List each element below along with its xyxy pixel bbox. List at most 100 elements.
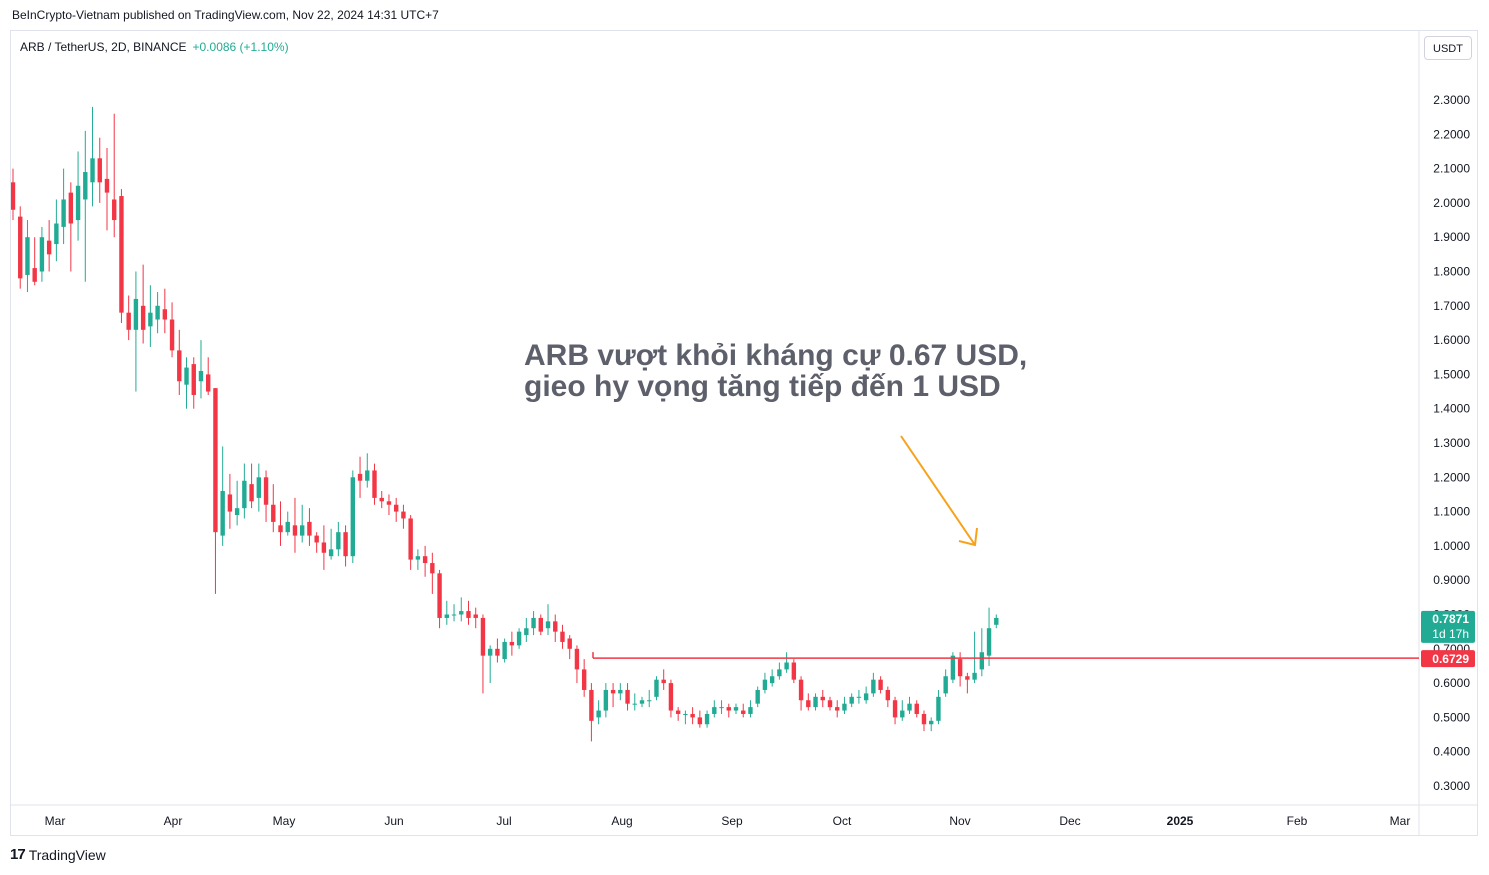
time-tick-label: Mar [1390, 814, 1411, 828]
candle-body [169, 319, 175, 351]
candle-body [943, 676, 948, 694]
candle-body [32, 268, 37, 282]
time-tick-label: Nov [949, 814, 970, 828]
candle-body [401, 511, 406, 519]
candle-body [292, 525, 298, 536]
candle-body [220, 491, 225, 536]
candle-body [90, 158, 95, 183]
candle-body [314, 535, 319, 543]
candle-body [647, 700, 652, 702]
candle-body [856, 696, 862, 698]
candle-body [690, 713, 695, 718]
candle-body [697, 717, 703, 725]
candle-body [184, 367, 189, 385]
candle-body [769, 676, 775, 684]
candle-body [495, 648, 500, 656]
time-tick-label: Mar [45, 814, 66, 828]
last-price-tag [1421, 610, 1475, 643]
candle-body [437, 573, 442, 618]
price-tick-label: 2.3000 [1433, 93, 1470, 107]
candle-body [206, 374, 211, 392]
candle-body [39, 237, 45, 272]
candle-body [553, 621, 558, 632]
candle-body [661, 679, 666, 684]
candle-body [271, 504, 276, 522]
candle-body [892, 700, 898, 718]
time-tick-label: Sep [721, 814, 743, 828]
candle-body [596, 710, 601, 718]
candle-body [748, 707, 753, 714]
time-tick-label: Dec [1059, 814, 1080, 828]
time-tick-label: Apr [164, 814, 183, 828]
bar-countdown-label: 1d 17h [1432, 627, 1469, 641]
tradingview-logo-icon: 17 [10, 846, 26, 863]
candle-body [278, 525, 283, 533]
chart-frame [10, 30, 1478, 836]
candle-body [112, 199, 117, 221]
candle-body [733, 707, 739, 711]
candle-body [849, 696, 854, 704]
candle-body [487, 648, 493, 656]
candle-body [350, 477, 356, 557]
candle-body [119, 196, 124, 313]
candle-body [639, 700, 645, 704]
currency-unit-button[interactable]: USDT [1424, 36, 1472, 60]
price-tick-label: 0.9000 [1433, 573, 1470, 587]
candle-body [560, 631, 565, 642]
candle-body [328, 549, 334, 557]
candle-body [46, 240, 52, 255]
time-axis: Mar Apr May Jun Jul Aug Sep Oct Nov Dec 2025 Feb Mar [45, 814, 1411, 828]
price-tick-label: 1.4000 [1433, 402, 1470, 416]
candle-body [632, 703, 637, 705]
candle-body [965, 676, 970, 680]
footer-brand[interactable]: 17 TradingView [10, 846, 106, 863]
candle-body [907, 703, 912, 711]
candle-body [256, 477, 262, 498]
candle-body [234, 508, 240, 516]
candle-body [979, 652, 985, 670]
candle-body [820, 696, 825, 701]
candle-body [422, 556, 428, 564]
candle-body [610, 689, 616, 694]
candle-body [972, 672, 977, 680]
price-tick-label: 1.6000 [1433, 333, 1470, 347]
candle-body [25, 237, 30, 275]
price-tick-label: 1.1000 [1433, 505, 1470, 519]
candle-body [393, 504, 399, 512]
time-tick-label: Jun [384, 814, 403, 828]
candle-body [567, 638, 572, 649]
candle-body [459, 611, 464, 615]
candle-body [777, 669, 782, 677]
candle-body [719, 707, 724, 709]
candles-group [11, 106, 999, 742]
candle-body [842, 703, 847, 711]
candle-body [683, 713, 688, 715]
candle-body [343, 532, 348, 557]
time-tick-label: Oct [833, 814, 852, 828]
candle-body [618, 689, 623, 694]
chart-grid [11, 31, 1477, 835]
price-change: +0.0086 (+1.10%) [192, 40, 289, 54]
candle-body [263, 477, 269, 505]
candle-body [177, 350, 182, 382]
symbol-legend[interactable]: ARB / TetherUS, 2D, BINANCE +0.0086 (+1.1… [20, 40, 289, 54]
candle-body [300, 525, 305, 536]
symbol-label: ARB / TetherUS, 2D, BINANCE [20, 40, 187, 54]
candle-body [18, 216, 23, 279]
candle-body [61, 199, 66, 227]
candle-body [516, 631, 522, 646]
candle-body [863, 693, 869, 701]
candle-body [502, 641, 507, 660]
candle-body [531, 617, 536, 629]
candle-body [538, 617, 543, 632]
candle-body [148, 312, 153, 327]
candle-body [929, 720, 934, 725]
candle-body [249, 484, 254, 502]
candle-body [806, 700, 811, 708]
annotation-arrow-icon [900, 435, 978, 547]
candle-body [227, 494, 233, 512]
level-price-tag [1421, 650, 1475, 668]
candle-body [675, 710, 681, 714]
candle-body [365, 470, 370, 481]
